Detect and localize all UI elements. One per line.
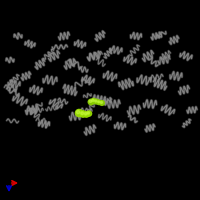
Circle shape — [87, 112, 90, 114]
Circle shape — [84, 112, 89, 117]
Circle shape — [100, 101, 102, 103]
Circle shape — [94, 99, 99, 104]
Circle shape — [92, 99, 94, 102]
Circle shape — [80, 111, 86, 117]
Circle shape — [98, 101, 100, 103]
Circle shape — [75, 109, 83, 117]
Circle shape — [86, 111, 92, 116]
Circle shape — [97, 100, 101, 105]
Circle shape — [88, 99, 94, 105]
Circle shape — [81, 112, 84, 115]
Circle shape — [100, 101, 104, 105]
Circle shape — [89, 100, 92, 103]
Circle shape — [91, 98, 96, 104]
Circle shape — [84, 112, 87, 115]
Circle shape — [95, 100, 97, 102]
Circle shape — [76, 110, 80, 114]
